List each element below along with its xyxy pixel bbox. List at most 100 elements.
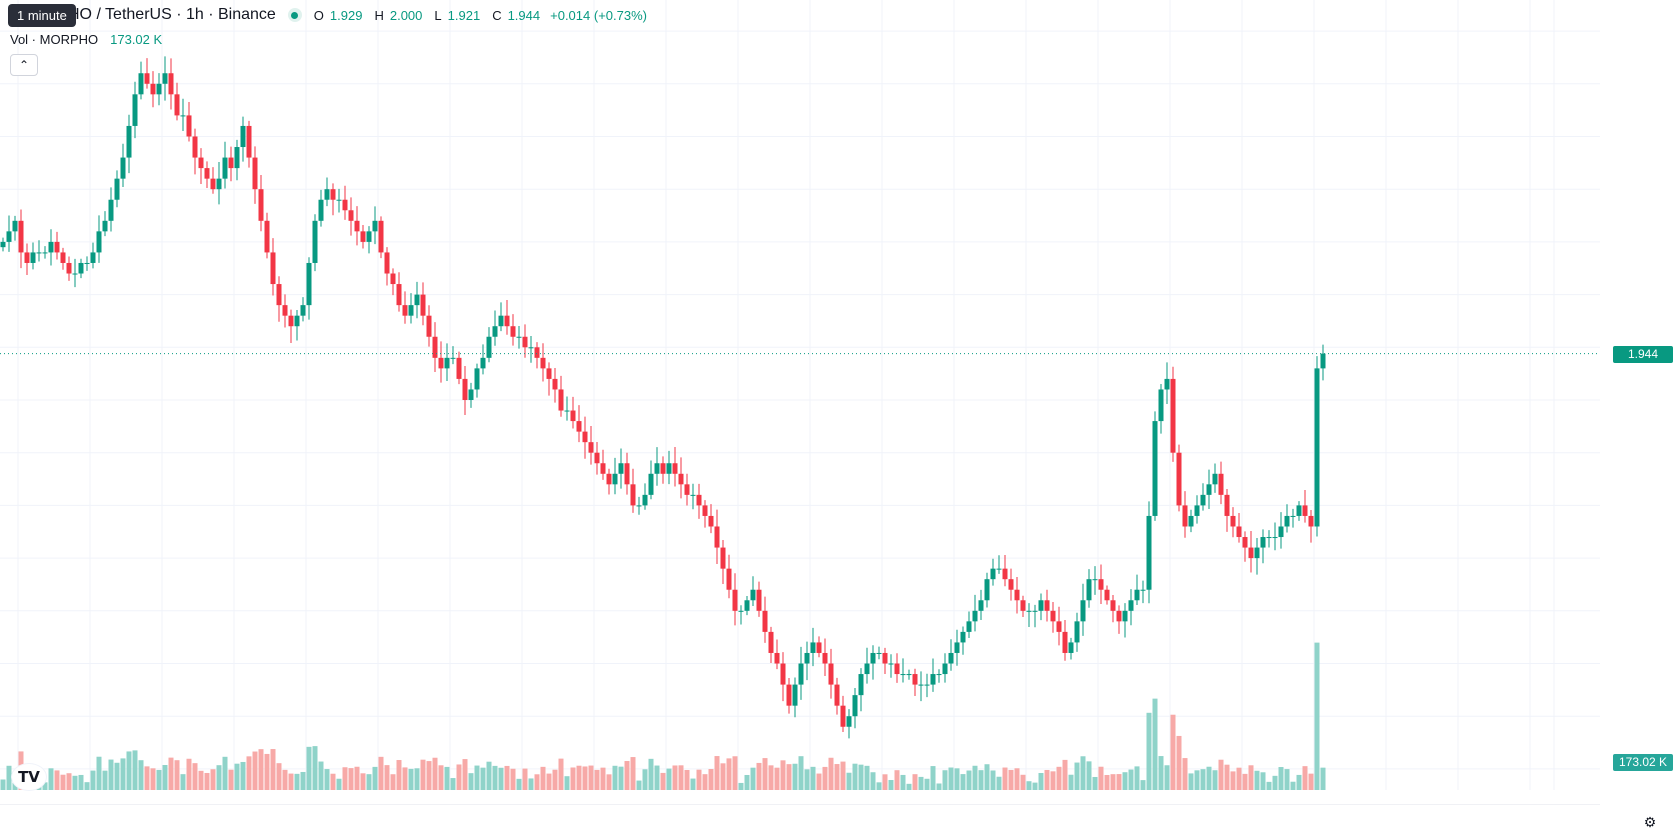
volume-bar: [252, 751, 258, 790]
candle-down: [438, 357, 444, 369]
candle-down: [186, 115, 192, 137]
candle-down: [1116, 610, 1122, 622]
candle-up: [1032, 610, 1038, 612]
candle-down: [840, 705, 846, 727]
volume-bar: [1188, 773, 1194, 790]
volume-bar: [510, 768, 516, 790]
candle-down: [570, 410, 576, 422]
volume-bar: [972, 765, 978, 790]
symbol-title[interactable]: HO / TetherUS · 1h · Binance: [68, 6, 276, 23]
volume-bar: [1014, 768, 1020, 790]
settings-gear-icon[interactable]: ⚙: [1643, 813, 1657, 830]
candle-down: [426, 315, 432, 337]
volume-bar: [1248, 765, 1254, 790]
volume-bar: [144, 766, 150, 790]
candle-down: [624, 463, 630, 485]
candle-down: [252, 157, 258, 190]
volume-bar: [744, 774, 750, 790]
volume-bar: [264, 753, 270, 790]
candle-down: [684, 484, 690, 495]
volume-bar: [828, 757, 834, 790]
volume-bar: [1290, 781, 1296, 790]
volume-bar: [372, 766, 378, 790]
volume-bar: [576, 765, 582, 790]
volume-bar: [168, 757, 174, 790]
candle-down: [558, 389, 564, 411]
candle-up: [138, 73, 144, 95]
candle-down: [762, 610, 768, 632]
volume-bar: [234, 763, 240, 790]
volume-bar: [882, 774, 888, 790]
candle-down: [1176, 452, 1182, 506]
candle-up: [1278, 526, 1284, 538]
candle-up: [1074, 621, 1080, 643]
candle-down: [1170, 378, 1176, 453]
candle-down: [342, 199, 348, 211]
candle-up: [1122, 610, 1128, 622]
volume-label[interactable]: Vol · MORPHO: [10, 32, 99, 47]
volume-bar: [522, 768, 528, 790]
candle-up: [114, 178, 120, 200]
volume-bar: [1212, 770, 1218, 790]
tradingview-logo-icon[interactable]: TV: [12, 764, 46, 790]
volume-bar: [1062, 759, 1068, 790]
volume-bar: [1134, 766, 1140, 790]
candle-up: [876, 652, 882, 654]
collapse-legend-button[interactable]: ⌃: [10, 54, 38, 76]
candle-up: [744, 600, 750, 611]
candle-down: [60, 252, 66, 263]
volume-bar: [762, 758, 768, 790]
volume-bar: [1158, 756, 1164, 790]
volume-bar: [324, 769, 330, 790]
volume-bar: [594, 769, 600, 790]
volume-bar: [1050, 771, 1056, 790]
volume-bar: [294, 773, 300, 790]
volume-bar: [720, 763, 726, 790]
candle-down: [708, 515, 714, 527]
chevron-up-icon: ⌃: [18, 58, 30, 72]
volume-bar: [66, 773, 72, 790]
volume-bar: [108, 759, 114, 790]
volume-bar: [786, 764, 792, 790]
volume-bar: [42, 782, 48, 790]
candle-down: [504, 315, 510, 327]
candle-up: [300, 305, 306, 316]
volume-bar: [936, 783, 942, 790]
volume-bar: [822, 766, 828, 790]
volume-bar: [1272, 775, 1278, 790]
candle-up: [942, 663, 948, 675]
volume-bar: [222, 756, 228, 790]
candle-up: [1152, 421, 1158, 516]
volume-bar: [564, 776, 570, 790]
market-status-icon[interactable]: [287, 8, 302, 22]
volume-bar: [288, 773, 294, 790]
volume-bar: [1110, 774, 1116, 790]
volume-bar: [1260, 772, 1266, 790]
volume-bar: [1122, 772, 1128, 790]
volume-bar: [300, 771, 306, 790]
chart-plot-area[interactable]: 1.5501.6001.6501.7001.7501.8001.8501.900…: [0, 0, 1600, 805]
volume-bar: [498, 767, 504, 790]
candlestick-chart[interactable]: 1.5501.6001.6501.7001.7501.8001.8501.900…: [0, 0, 1600, 805]
candle-down: [678, 473, 684, 485]
candle-down: [1110, 600, 1116, 611]
volume-bar: [582, 766, 588, 790]
volume-bar: [672, 765, 678, 790]
volume-bar: [792, 763, 798, 790]
volume-bar: [606, 774, 612, 790]
volume-bar: [120, 758, 126, 790]
candle-up: [72, 273, 78, 275]
volume-bar: [480, 767, 486, 790]
candle-down: [54, 241, 60, 253]
volume-bar: [174, 760, 180, 790]
candle-down: [732, 589, 738, 611]
candle-up: [792, 684, 798, 706]
change-value: +0.014 (+0.73%): [550, 7, 647, 23]
candle-down: [1020, 600, 1026, 611]
volume-bar: [126, 751, 132, 790]
candle-up: [690, 494, 696, 496]
candle-down: [1002, 568, 1008, 580]
volume-bar: [684, 769, 690, 790]
volume-bar: [534, 774, 540, 790]
candle-up: [564, 410, 570, 412]
